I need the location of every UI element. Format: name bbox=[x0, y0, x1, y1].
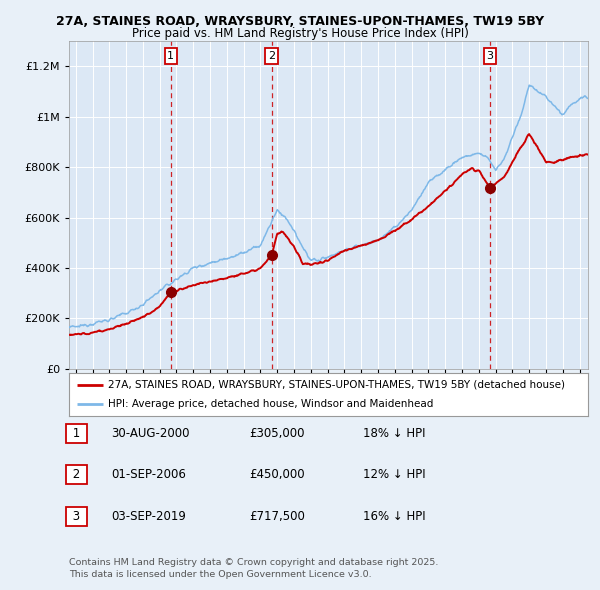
Text: 30-AUG-2000: 30-AUG-2000 bbox=[111, 427, 190, 440]
Text: 1: 1 bbox=[167, 51, 174, 61]
Text: Contains HM Land Registry data © Crown copyright and database right 2025.
This d: Contains HM Land Registry data © Crown c… bbox=[69, 558, 439, 579]
Text: 27A, STAINES ROAD, WRAYSBURY, STAINES-UPON-THAMES, TW19 5BY: 27A, STAINES ROAD, WRAYSBURY, STAINES-UP… bbox=[56, 15, 544, 28]
Text: 03-SEP-2019: 03-SEP-2019 bbox=[111, 510, 186, 523]
Text: 1: 1 bbox=[69, 427, 84, 440]
Text: 3: 3 bbox=[69, 510, 84, 523]
Text: HPI: Average price, detached house, Windsor and Maidenhead: HPI: Average price, detached house, Wind… bbox=[108, 399, 433, 409]
Text: 2: 2 bbox=[69, 468, 84, 481]
Text: 01-SEP-2006: 01-SEP-2006 bbox=[111, 468, 186, 481]
Text: £450,000: £450,000 bbox=[249, 468, 305, 481]
Text: 2: 2 bbox=[268, 51, 275, 61]
Text: 18% ↓ HPI: 18% ↓ HPI bbox=[363, 427, 425, 440]
Text: £305,000: £305,000 bbox=[249, 427, 305, 440]
Text: 16% ↓ HPI: 16% ↓ HPI bbox=[363, 510, 425, 523]
Text: 3: 3 bbox=[487, 51, 494, 61]
Text: Price paid vs. HM Land Registry's House Price Index (HPI): Price paid vs. HM Land Registry's House … bbox=[131, 27, 469, 40]
Text: £717,500: £717,500 bbox=[249, 510, 305, 523]
Text: 12% ↓ HPI: 12% ↓ HPI bbox=[363, 468, 425, 481]
Text: 27A, STAINES ROAD, WRAYSBURY, STAINES-UPON-THAMES, TW19 5BY (detached house): 27A, STAINES ROAD, WRAYSBURY, STAINES-UP… bbox=[108, 380, 565, 390]
